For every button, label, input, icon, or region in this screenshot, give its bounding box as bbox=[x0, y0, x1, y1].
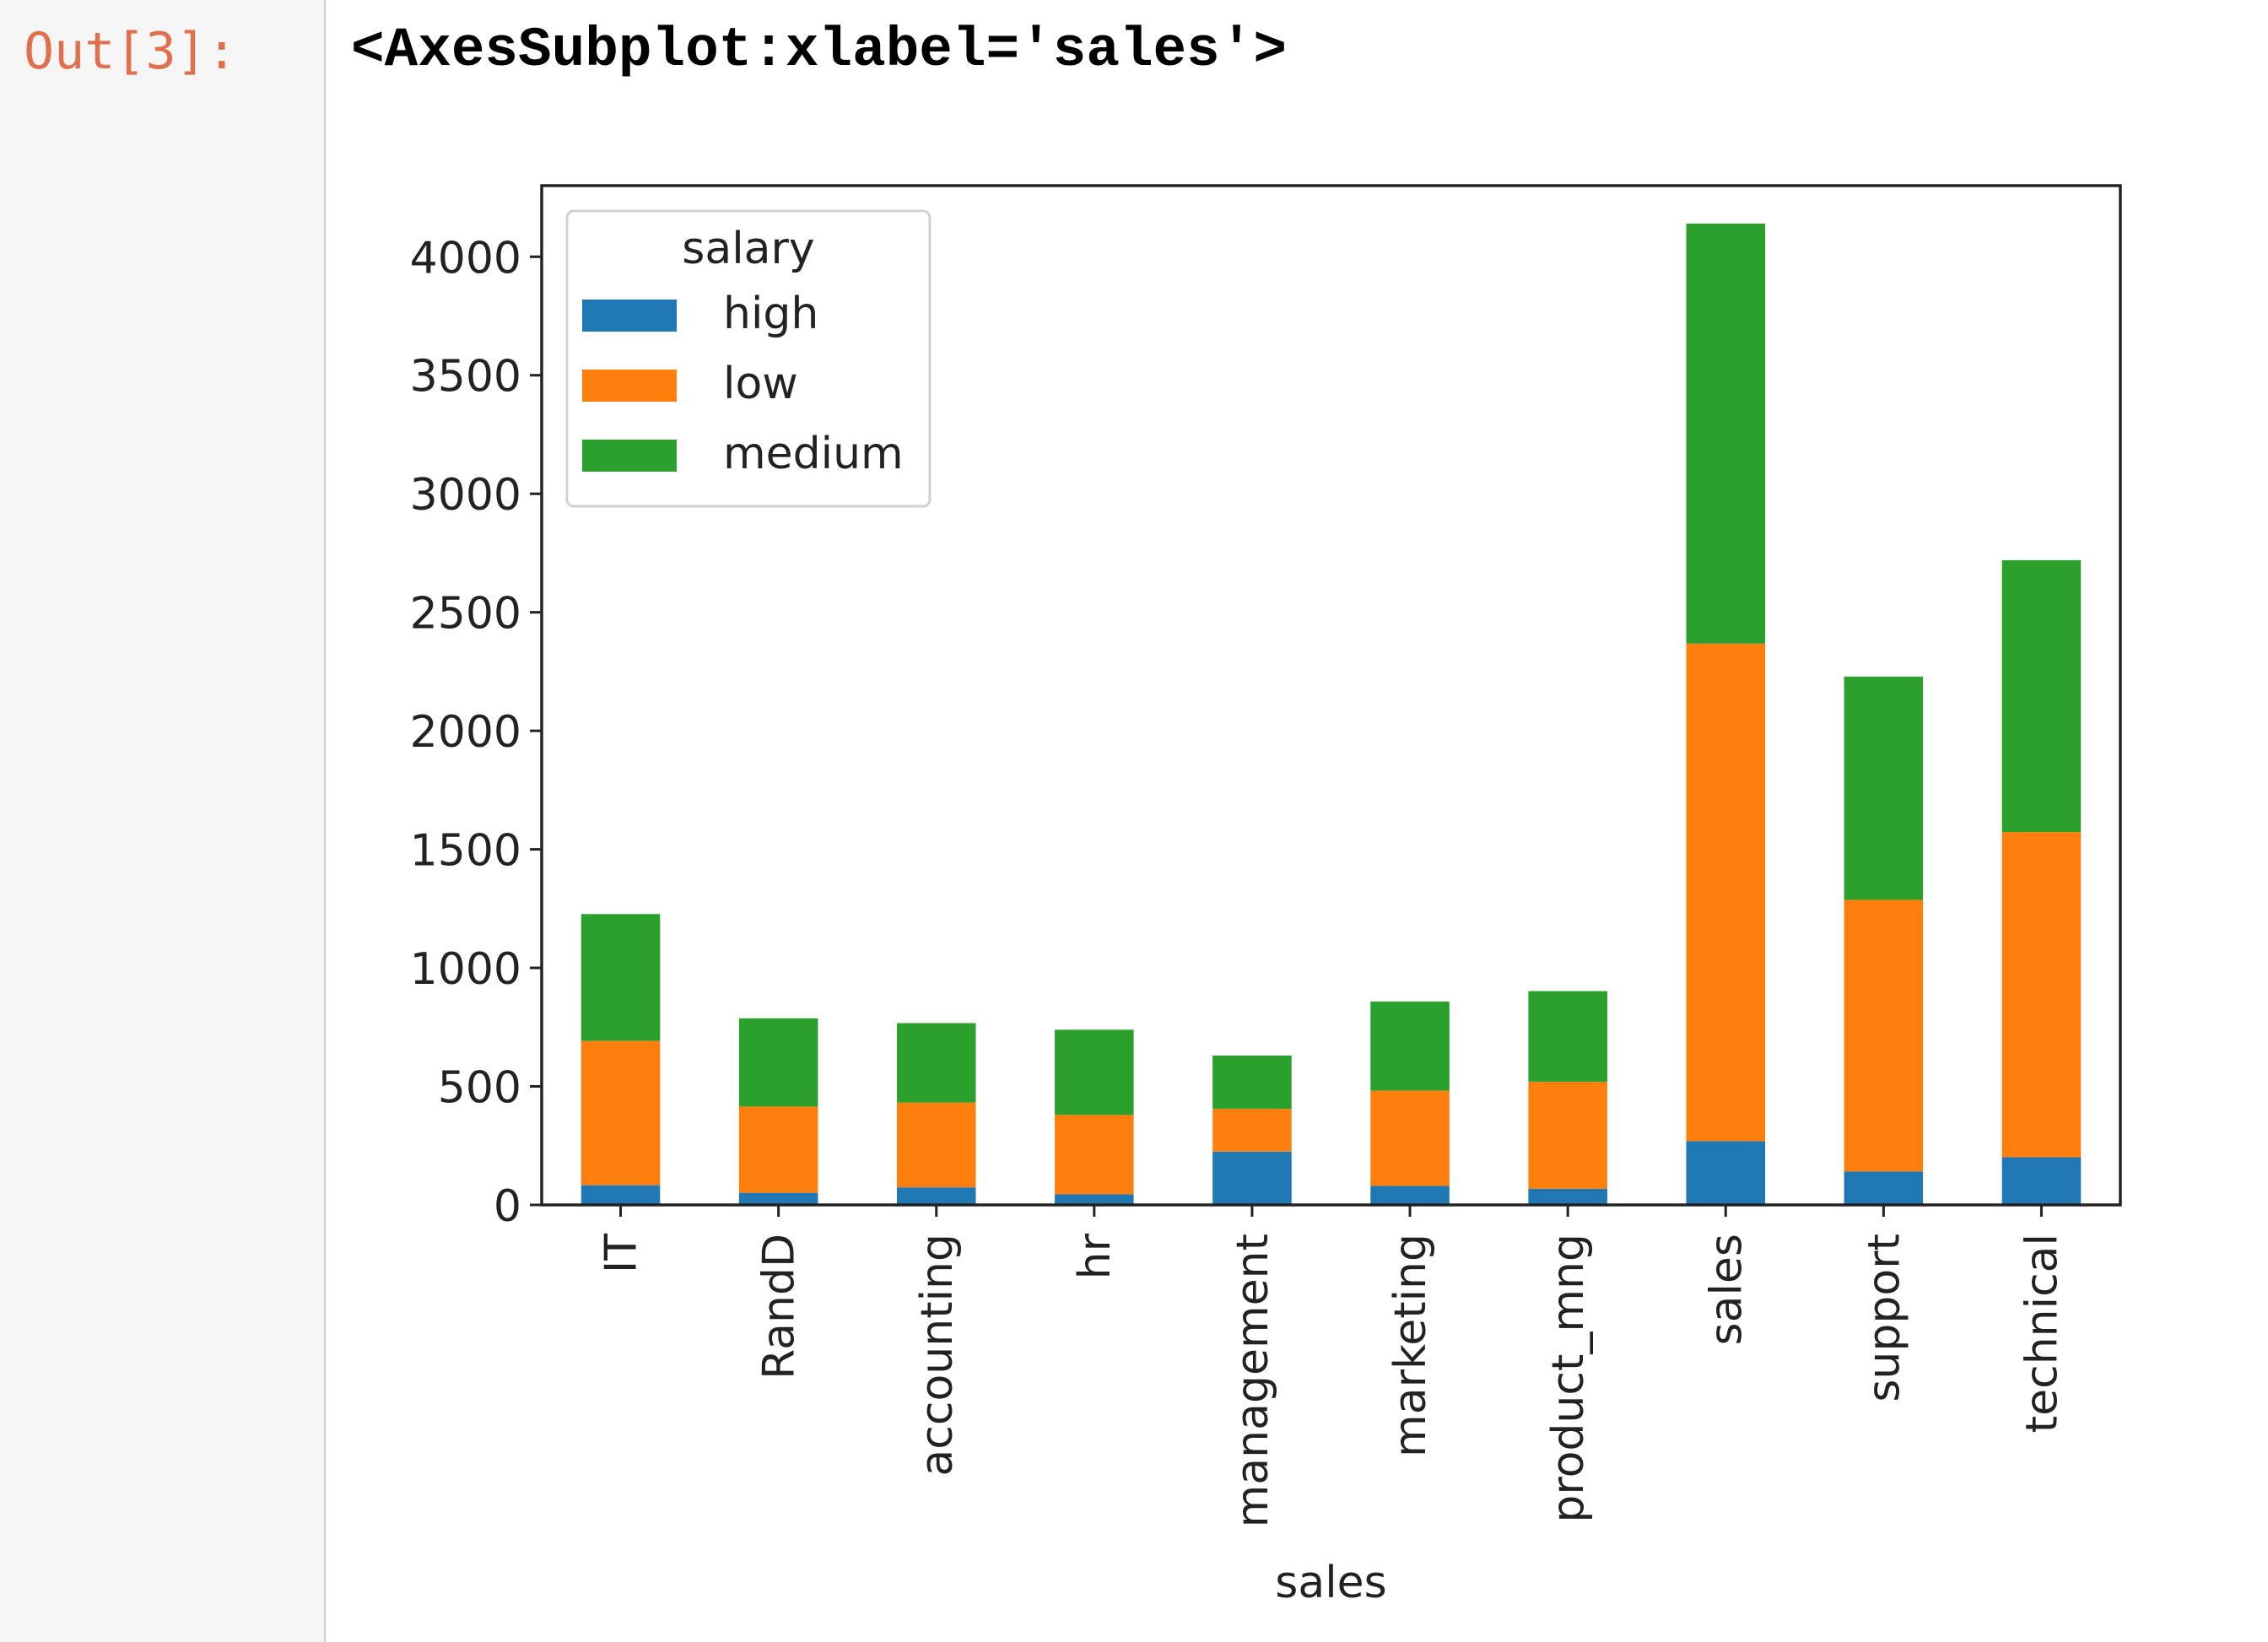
bar-high-support bbox=[1844, 1171, 1924, 1205]
bar-high-RandD bbox=[738, 1192, 818, 1205]
bar-high-accounting bbox=[896, 1187, 976, 1205]
bar-medium-IT bbox=[580, 914, 661, 1041]
axes-frame bbox=[540, 184, 2122, 1207]
y-tick-label: 3500 bbox=[410, 352, 521, 402]
bar-low-management bbox=[1212, 1109, 1292, 1152]
y-axis: 0 500 1000 1500 2000 2500 3000 3500 4000 bbox=[410, 233, 542, 1232]
y-tick-label: 3000 bbox=[410, 470, 521, 521]
stacked-bar-chart: 0 500 1000 1500 2000 2500 3000 3500 4000 IT RandD… bbox=[410, 184, 2122, 1608]
y-tick-label: 2500 bbox=[410, 589, 521, 640]
bar-medium-management bbox=[1212, 1056, 1292, 1110]
bar-medium-product_mng bbox=[1528, 991, 1607, 1083]
x-tick-label: RandD bbox=[754, 1234, 805, 1380]
bar-low-hr bbox=[1055, 1115, 1134, 1195]
bar-high-marketing bbox=[1370, 1186, 1450, 1205]
y-tick-label: 500 bbox=[438, 1063, 521, 1114]
x-tick-label: support bbox=[1859, 1234, 1909, 1402]
bar-low-sales bbox=[1686, 643, 1766, 1142]
bar-medium-technical bbox=[2001, 559, 2082, 833]
bar-medium-sales bbox=[1686, 223, 1766, 644]
prompt-gutter bbox=[0, 0, 326, 1642]
bar-high-technical bbox=[2001, 1157, 2082, 1205]
legend-title: salary bbox=[682, 224, 814, 274]
y-tick-label: 1500 bbox=[410, 826, 521, 877]
x-axis-label: sales bbox=[1275, 1558, 1387, 1608]
y-tick-label: 4000 bbox=[410, 233, 521, 284]
x-tick-label: technical bbox=[2017, 1234, 2067, 1433]
y-tick-label: 1000 bbox=[410, 944, 521, 995]
x-tick-label: product_mng bbox=[1543, 1234, 1594, 1523]
y-tick-label: 2000 bbox=[410, 707, 521, 758]
legend-swatch-low bbox=[582, 370, 677, 402]
bar-medium-accounting bbox=[896, 1023, 976, 1103]
bar-medium-support bbox=[1844, 676, 1924, 900]
bar-high-management bbox=[1212, 1151, 1292, 1205]
bar-low-product_mng bbox=[1528, 1082, 1607, 1189]
x-tick-label: hr bbox=[1070, 1233, 1120, 1279]
bar-medium-marketing bbox=[1370, 1001, 1450, 1091]
output-repr-text: <AxesSubplot:xlabel='sales'> bbox=[351, 19, 1287, 82]
x-tick-label: IT bbox=[597, 1234, 647, 1273]
legend-label-low: low bbox=[723, 359, 798, 409]
legend-swatch-medium bbox=[582, 440, 677, 472]
x-tick-label: sales bbox=[1701, 1234, 1752, 1346]
x-tick-label: marketing bbox=[1385, 1234, 1436, 1457]
legend-swatch-high bbox=[582, 300, 677, 332]
y-tick-label: 0 bbox=[494, 1181, 521, 1232]
legend-label-medium: medium bbox=[723, 429, 904, 479]
bar-medium-hr bbox=[1055, 1029, 1134, 1115]
output-prompt: Out[3]: bbox=[24, 22, 237, 81]
bar-low-accounting bbox=[896, 1102, 976, 1188]
bar-low-marketing bbox=[1370, 1090, 1450, 1186]
bar-high-sales bbox=[1686, 1141, 1766, 1205]
bar-low-technical bbox=[2001, 832, 2082, 1158]
bar-high-product_mng bbox=[1528, 1188, 1607, 1205]
bar-low-RandD bbox=[738, 1106, 818, 1193]
legend-box bbox=[565, 209, 932, 508]
x-tick-label: accounting bbox=[912, 1234, 963, 1477]
bar-high-IT bbox=[580, 1185, 661, 1205]
legend: salary high low medium bbox=[565, 209, 932, 508]
x-tick-label: management bbox=[1228, 1234, 1278, 1527]
legend-label-high: high bbox=[723, 289, 818, 339]
x-axis: IT RandD accounting hr management marketing pr… bbox=[597, 1205, 2067, 1527]
bar-low-IT bbox=[580, 1040, 661, 1186]
bars-layer bbox=[580, 223, 2082, 1205]
bar-high-hr bbox=[1055, 1194, 1134, 1205]
bar-medium-RandD bbox=[738, 1018, 818, 1107]
bar-low-support bbox=[1844, 899, 1924, 1172]
